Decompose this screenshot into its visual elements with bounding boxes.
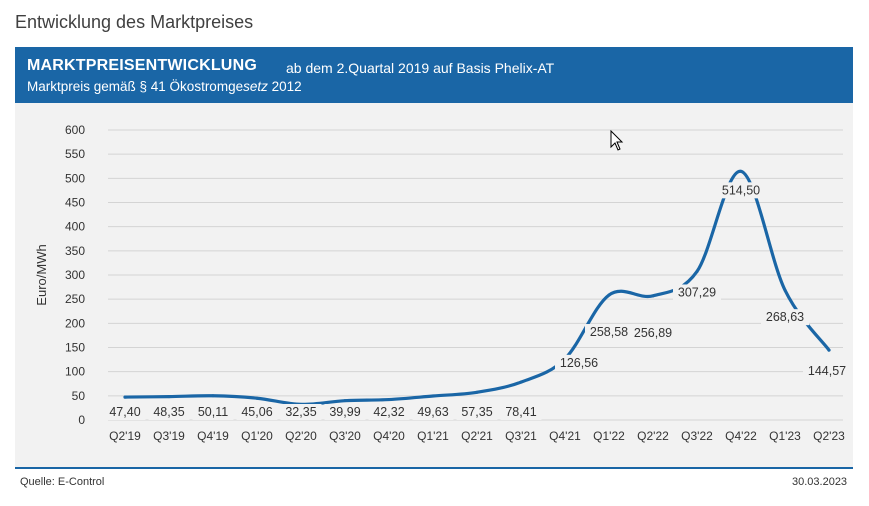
y-tick-label: 450 [65, 196, 85, 210]
source-note: Quelle: E-Control [20, 476, 105, 488]
chart-title: MARKTPREISENTWICKLUNG [27, 57, 257, 74]
y-tick-label: 350 [65, 244, 85, 258]
data-label-background [324, 404, 366, 420]
x-tick-label: Q4'21 [549, 429, 581, 443]
data-label: 258,58 [590, 325, 628, 339]
x-tick-label: Q2'23 [813, 429, 845, 443]
data-label: 48,35 [153, 405, 184, 419]
data-label-background [629, 324, 677, 341]
y-axis-label: Euro/MWh [34, 244, 49, 305]
y-tick-label: 300 [65, 268, 85, 282]
x-tick-label: Q1'20 [241, 429, 273, 443]
y-tick-label: 500 [65, 171, 85, 185]
chart-panel: MARKTPREISENTWICKLUNG ab dem 2.Quartal 2… [15, 47, 853, 467]
data-point [739, 169, 743, 173]
data-label-background [803, 363, 851, 380]
data-label: 42,32 [373, 405, 404, 419]
bottom-divider [15, 467, 853, 469]
data-label-background [500, 404, 542, 420]
data-point [211, 394, 215, 398]
data-label: 78,41 [505, 405, 536, 419]
data-label-background [673, 284, 721, 301]
y-tick-label: 150 [65, 341, 85, 355]
x-tick-label: Q4'20 [373, 429, 405, 443]
data-point [255, 396, 259, 400]
data-label-background [236, 404, 278, 420]
data-label: 39,99 [329, 405, 360, 419]
data-label: 126,56 [560, 356, 598, 370]
data-label: 256,89 [634, 326, 672, 340]
x-tick-label: Q2'19 [109, 429, 141, 443]
chart-subtitle: ab dem 2.Quartal 2019 auf Basis Phelix-A… [286, 60, 555, 76]
description-year: 2012 [267, 79, 302, 94]
data-label-background [761, 309, 809, 326]
data-point [475, 390, 479, 394]
description-italic-text: setz [243, 79, 268, 94]
x-tick-label: Q1'21 [417, 429, 449, 443]
x-tick-label: Q3'21 [505, 429, 537, 443]
data-label: 50,11 [198, 405, 228, 419]
data-label: 144,57 [808, 364, 846, 378]
data-label-background [585, 324, 633, 341]
data-label: 45,06 [241, 405, 272, 419]
chart-description: Marktpreis gemäß § 41 Ökostromgesetz 201… [27, 79, 302, 94]
y-tick-label: 0 [78, 413, 85, 427]
data-label: 49,63 [417, 405, 448, 419]
description-text: Marktpreis gemäß § 41 Ökostromge [27, 79, 244, 94]
data-label: 47,40 [109, 405, 140, 419]
y-tick-label: 250 [65, 292, 85, 306]
x-tick-label: Q1'23 [769, 429, 801, 443]
data-label-background [717, 182, 765, 199]
chart-header: MARKTPREISENTWICKLUNG ab dem 2.Quartal 2… [15, 47, 853, 103]
data-point [651, 294, 655, 298]
y-tick-label: 50 [72, 389, 86, 403]
data-point [123, 395, 127, 399]
data-label-background [368, 404, 410, 420]
data-label-background [148, 404, 190, 420]
data-point [343, 399, 347, 403]
x-tick-label: Q2'20 [285, 429, 317, 443]
x-tick-label: Q4'22 [725, 429, 757, 443]
data-point [783, 288, 787, 292]
x-tick-label: Q3'20 [329, 429, 361, 443]
line-chart: 0 50 100 150 200 250 300 350 400 450 500 550 600 Euro… [34, 123, 851, 443]
data-label-background [280, 404, 322, 420]
x-tick-label: Q4'19 [197, 429, 229, 443]
data-label-background [412, 404, 454, 420]
data-point [431, 394, 435, 398]
data-point [695, 269, 699, 273]
x-tick-label: Q3'22 [681, 429, 713, 443]
data-point [387, 398, 391, 402]
data-label-background [192, 404, 234, 420]
x-tick-label: Q2'21 [461, 429, 493, 443]
y-tick-label: 400 [65, 220, 85, 234]
y-tick-label: 100 [65, 365, 85, 379]
x-tick-label: Q2'22 [637, 429, 669, 443]
data-label-background [456, 404, 498, 420]
x-tick-label: Q1'22 [593, 429, 625, 443]
data-label: 57,35 [461, 405, 492, 419]
data-label-background [104, 404, 146, 420]
data-point [167, 395, 171, 399]
series-line [123, 169, 831, 406]
data-point [607, 293, 611, 297]
page-heading: Entwicklung des Marktpreises [15, 12, 254, 32]
y-tick-label: 600 [65, 123, 85, 137]
data-point [519, 380, 523, 384]
data-point [827, 348, 831, 352]
mouse-cursor-icon [610, 130, 624, 151]
data-label: 268,63 [766, 310, 804, 324]
data-label-background [555, 354, 603, 371]
data-label: 514,50 [722, 183, 760, 197]
x-tick-label: Q3'19 [153, 429, 185, 443]
y-tick-label: 200 [65, 316, 85, 330]
date-note: 30.03.2023 [792, 476, 848, 488]
data-label: 307,29 [678, 285, 716, 299]
y-tick-label: 550 [65, 147, 85, 161]
data-label: 32,35 [285, 405, 316, 419]
